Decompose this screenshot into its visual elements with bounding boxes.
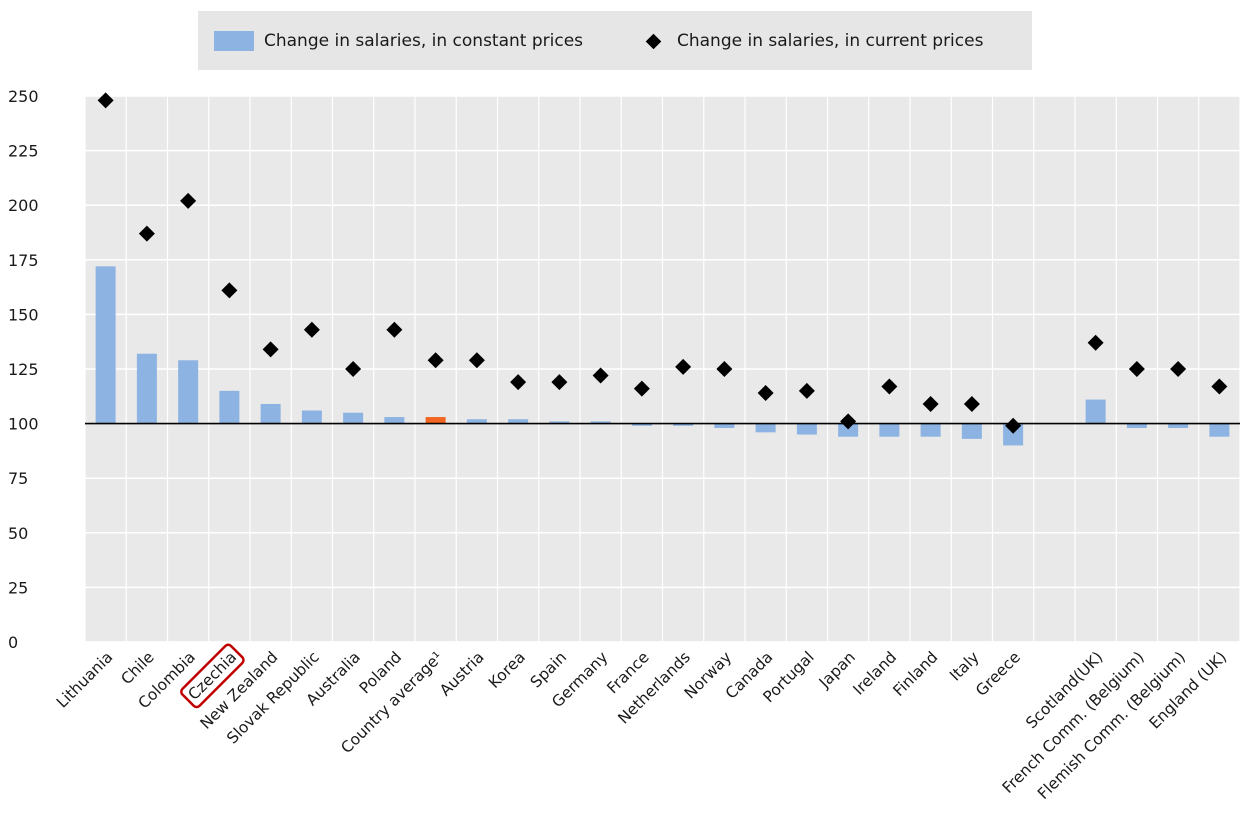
- bar: [590, 421, 611, 424]
- marker-point: [551, 374, 568, 391]
- y-tick-label: 50: [8, 524, 28, 543]
- bar: [178, 360, 199, 424]
- marker-point: [510, 374, 527, 391]
- bar: [673, 423, 694, 426]
- bar: [1126, 423, 1147, 428]
- marker-point: [840, 413, 857, 430]
- bar: [136, 353, 157, 424]
- bar: [466, 419, 487, 424]
- marker-point: [138, 225, 155, 242]
- bar: [796, 423, 817, 435]
- legend-label-current: Change in salaries, in current prices: [677, 31, 984, 51]
- marker-point: [633, 380, 650, 397]
- bar: [384, 417, 405, 424]
- y-tick-label: 250: [8, 87, 39, 106]
- x-tick-label: Finland: [890, 648, 942, 700]
- x-tick-label: Lithuania: [53, 648, 116, 711]
- marker-point: [97, 92, 114, 109]
- marker-point: [303, 321, 320, 338]
- bar: [631, 423, 652, 426]
- y-tick-label: 225: [8, 142, 39, 161]
- y-tick-label: 125: [8, 360, 39, 379]
- x-tick-label: Greece: [972, 648, 1024, 700]
- bar: [838, 423, 859, 437]
- legend-item-current: Change in salaries, in current prices: [640, 31, 983, 51]
- bar: [301, 410, 322, 424]
- y-tick-label: 175: [8, 251, 39, 270]
- bar: [260, 403, 281, 424]
- y-tick-label: 200: [8, 196, 39, 215]
- bar: [425, 417, 446, 424]
- y-tick-label: 150: [8, 305, 39, 324]
- marker-point: [180, 192, 197, 209]
- marker-point: [757, 385, 774, 402]
- bar: [95, 266, 116, 424]
- bar: [508, 419, 529, 424]
- legend: Change in salaries, in constant prices C…: [198, 11, 1032, 70]
- marker-point: [427, 352, 444, 369]
- marker-point: [675, 358, 692, 375]
- bar: [1003, 423, 1024, 446]
- bar: [1168, 423, 1189, 428]
- bar: [755, 423, 776, 433]
- bar: [714, 423, 735, 428]
- marker-point: [881, 378, 898, 395]
- marker-point: [468, 352, 485, 369]
- marker-point: [262, 341, 279, 358]
- y-tick-label: 100: [8, 415, 39, 434]
- legend-swatch-bar: [214, 31, 254, 51]
- legend-item-constant: Change in salaries, in constant prices: [214, 31, 583, 51]
- bar: [343, 412, 364, 424]
- bar: [1085, 399, 1106, 424]
- marker-point: [1170, 361, 1187, 377]
- bar: [549, 421, 570, 424]
- marker-point: [1087, 334, 1104, 351]
- marker-point: [592, 367, 609, 384]
- marker-point: [1128, 361, 1145, 377]
- y-tick-label: 75: [8, 469, 28, 488]
- czechia-highlight-box: [180, 643, 245, 709]
- marker-point: [1211, 378, 1228, 395]
- marker-point: [1005, 417, 1022, 434]
- bar: [1209, 423, 1230, 437]
- x-tick-label: Korea: [485, 648, 529, 692]
- x-tick-label: Italy: [946, 648, 983, 685]
- legend-label-constant: Change in salaries, in constant prices: [264, 31, 584, 51]
- marker-point: [716, 361, 733, 377]
- marker-point: [963, 395, 980, 412]
- marker-point: [386, 321, 403, 338]
- marker-point: [345, 361, 362, 377]
- bar: [879, 423, 900, 437]
- y-tick-label: 0: [8, 633, 18, 652]
- marker-point: [798, 382, 815, 399]
- bar: [920, 423, 941, 437]
- marker-point: [221, 282, 238, 299]
- marker-point: [922, 395, 939, 412]
- x-tick-label: Austria: [436, 648, 487, 699]
- y-tick-label: 25: [8, 578, 28, 597]
- bar: [219, 390, 240, 424]
- bar: [961, 423, 982, 439]
